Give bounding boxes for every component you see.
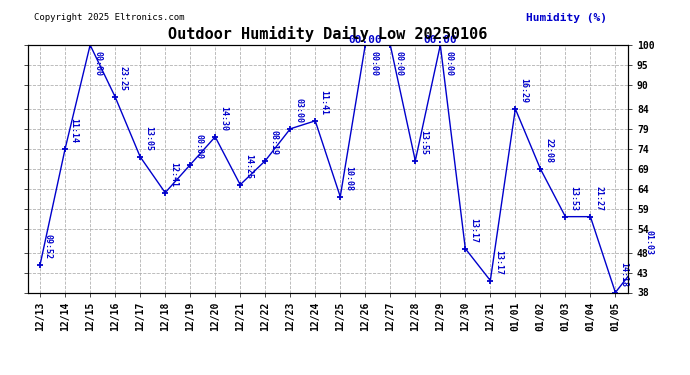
Text: 16:29: 16:29 — [519, 78, 528, 104]
Text: 11:41: 11:41 — [319, 90, 328, 115]
Title: Outdoor Humidity Daily Low 20250106: Outdoor Humidity Daily Low 20250106 — [168, 27, 487, 42]
Text: 22:08: 22:08 — [544, 138, 553, 163]
Text: 13:05: 13:05 — [144, 126, 153, 151]
Text: Humidity (%): Humidity (%) — [526, 13, 607, 23]
Text: 00:00: 00:00 — [194, 134, 203, 159]
Text: 13:17: 13:17 — [469, 218, 478, 243]
Text: 23:25: 23:25 — [119, 66, 128, 92]
Text: 03:00: 03:00 — [294, 98, 303, 123]
Text: 08:19: 08:19 — [269, 130, 278, 155]
Text: 14:18: 14:18 — [619, 262, 628, 287]
Text: 01:03: 01:03 — [644, 230, 653, 255]
Text: 21:27: 21:27 — [594, 186, 603, 211]
Text: 00:00: 00:00 — [369, 51, 378, 75]
Text: 13:55: 13:55 — [419, 130, 428, 155]
Text: 10:08: 10:08 — [344, 166, 353, 191]
Text: 00:00: 00:00 — [394, 51, 403, 75]
Text: 00:00: 00:00 — [94, 51, 103, 75]
Text: 00:00: 00:00 — [444, 51, 453, 75]
Text: 12:41: 12:41 — [169, 162, 178, 187]
Text: Copyright 2025 Eltronics.com: Copyright 2025 Eltronics.com — [34, 13, 184, 22]
Text: 14:30: 14:30 — [219, 106, 228, 131]
Text: 14:25: 14:25 — [244, 154, 253, 179]
Text: 11:14: 11:14 — [69, 118, 78, 143]
Text: 00:00: 00:00 — [424, 35, 457, 45]
Text: 13:53: 13:53 — [569, 186, 578, 211]
Text: 09:52: 09:52 — [44, 234, 53, 259]
Text: 13:17: 13:17 — [494, 250, 503, 275]
Text: 00:00: 00:00 — [348, 35, 382, 45]
